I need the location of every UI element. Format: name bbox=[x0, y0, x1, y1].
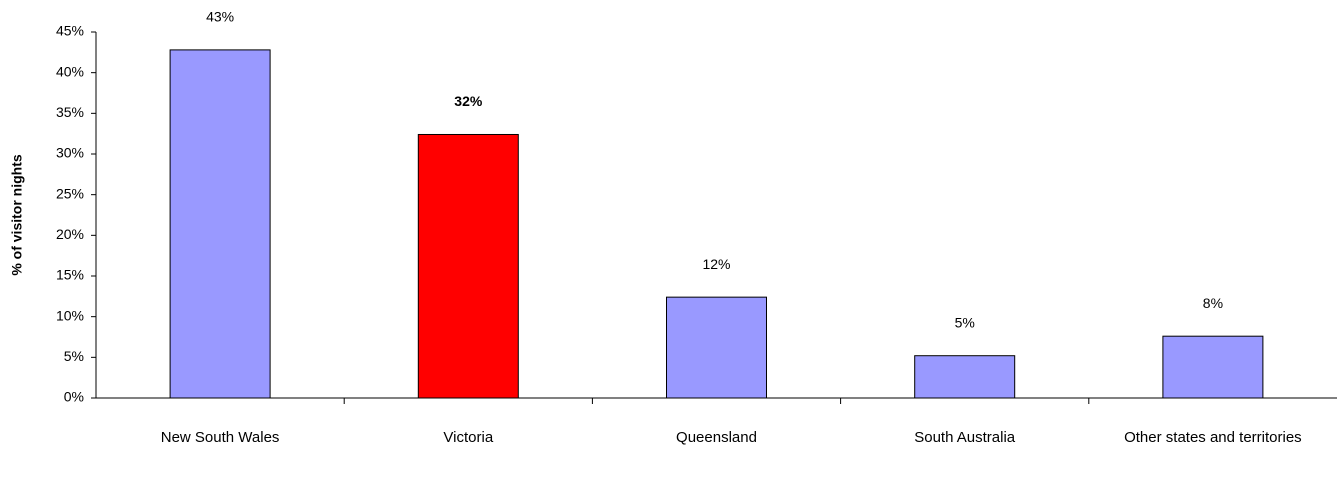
value-label: 12% bbox=[702, 256, 730, 272]
bar bbox=[914, 355, 1016, 399]
x-tick-label: Victoria bbox=[443, 429, 494, 446]
x-tick-label: New South Wales bbox=[160, 429, 280, 446]
y-tick-label: 35% bbox=[56, 104, 84, 120]
y-axis-title: % of visitor nights bbox=[9, 154, 25, 276]
bar bbox=[169, 49, 271, 399]
y-tick-label: 40% bbox=[56, 63, 84, 79]
bar bbox=[666, 296, 767, 399]
y-tick-label: 5% bbox=[64, 348, 84, 364]
y-tick-label: 15% bbox=[56, 267, 84, 283]
y-tick-label: 0% bbox=[64, 389, 84, 405]
x-tick-label: Queensland bbox=[676, 429, 757, 446]
x-tick-label: Other states and territories bbox=[1124, 429, 1302, 446]
bar bbox=[1162, 335, 1264, 399]
y-tick-label: 20% bbox=[56, 226, 84, 242]
value-label: 32% bbox=[454, 93, 483, 109]
y-tick-label: 25% bbox=[56, 185, 84, 201]
value-label: 43% bbox=[206, 9, 234, 25]
y-tick-label: 45% bbox=[56, 23, 84, 39]
bar bbox=[417, 133, 519, 399]
x-tick-label: South Australia bbox=[914, 429, 1016, 446]
value-label: 8% bbox=[1203, 295, 1223, 311]
value-label: 5% bbox=[955, 314, 975, 330]
y-tick-label: 30% bbox=[56, 145, 84, 161]
y-tick-label: 10% bbox=[56, 307, 84, 323]
